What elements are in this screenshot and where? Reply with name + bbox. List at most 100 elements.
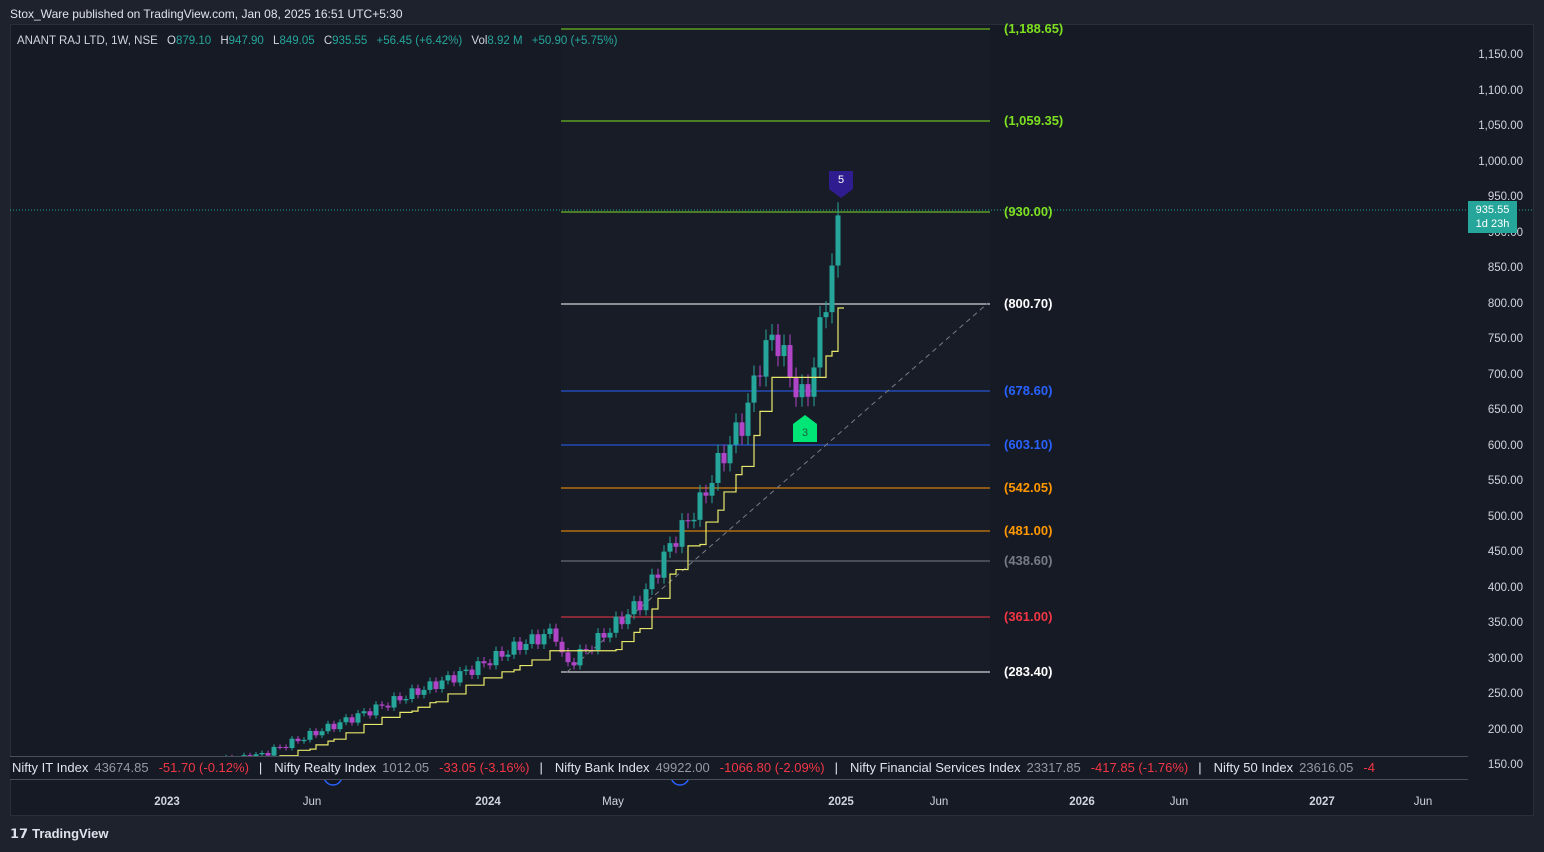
- ticker-symbol-name[interactable]: Nifty Bank Index: [554, 760, 650, 775]
- candle-body: [373, 704, 379, 716]
- candle-body: [697, 492, 703, 520]
- ticker-symbol-change: -1066.80 (-2.09%): [719, 760, 825, 775]
- fib-level-label: (283.40): [1004, 664, 1053, 679]
- candle-body: [337, 722, 343, 730]
- ticker-separator: |: [834, 760, 838, 775]
- candlestick-series: [157, 202, 841, 774]
- candle-body: [775, 334, 781, 357]
- ticker-separator: |: [539, 760, 543, 775]
- candle-body: [811, 367, 817, 397]
- wave-3-marker: 3: [793, 415, 817, 442]
- price-axis-label: 500.00: [1487, 510, 1523, 523]
- wave-5-label: 5: [838, 174, 844, 186]
- candle-body: [343, 717, 349, 723]
- candle-body: [661, 551, 667, 578]
- ticker-symbol-name[interactable]: Nifty IT Index: [12, 760, 89, 775]
- candle-body: [397, 696, 403, 701]
- time-axis-label: Jun: [1169, 796, 1189, 808]
- ticker-symbol-name[interactable]: Nifty Financial Services Index: [849, 760, 1021, 775]
- candle-body: [559, 641, 565, 653]
- legend-volume-change: +50.90 (+5.75%): [531, 35, 618, 47]
- fib-level-label: (1,059.35): [1004, 113, 1064, 128]
- candle-body: [769, 334, 775, 341]
- fib-level-label: (603.10): [1004, 437, 1053, 452]
- price-axis-label: 700.00: [1487, 368, 1523, 381]
- price-axis-label: 1,150.00: [1478, 49, 1523, 61]
- candle-body: [511, 641, 517, 655]
- ticker-symbol-change: -4: [1363, 760, 1375, 775]
- candle-body: [421, 689, 427, 695]
- price-axis-label: 750.00: [1487, 333, 1523, 345]
- candle-body: [427, 681, 433, 690]
- candle-body: [643, 589, 649, 611]
- candle-body: [721, 452, 727, 464]
- price-axis-label: 200.00: [1487, 723, 1523, 736]
- fib-level-label: (361.00): [1004, 609, 1053, 624]
- candle-body: [307, 730, 313, 740]
- candle-body: [703, 492, 709, 496]
- time-axis-label: Jun: [929, 796, 949, 808]
- candle-body: [817, 317, 823, 368]
- candle-body: [595, 633, 601, 650]
- candle-body: [457, 671, 463, 683]
- ticker-symbol-change: -33.05 (-3.16%): [439, 760, 530, 775]
- time-axis-label: 2027: [1309, 796, 1335, 808]
- ticker-symbol-value: 23317.85: [1026, 760, 1081, 775]
- price-axis-label: 650.00: [1487, 404, 1523, 416]
- candle-body: [751, 375, 757, 403]
- candle-body: [601, 633, 607, 638]
- candle-body: [403, 698, 409, 701]
- candle-body: [571, 662, 577, 666]
- candle-body: [505, 654, 511, 657]
- price-axis-label: 350.00: [1487, 617, 1523, 629]
- candle-body: [667, 543, 673, 552]
- candle-body: [523, 643, 529, 651]
- time-axis-label: 2025: [828, 796, 854, 808]
- candle-body: [439, 680, 445, 689]
- candle-body: [787, 345, 793, 378]
- candle-body: [499, 650, 505, 657]
- candle-body: [283, 746, 289, 749]
- tradingview-logo-icon: 𝟭𝟳: [10, 826, 29, 841]
- fib-retracement-lines: [561, 28, 990, 673]
- candle-body: [409, 688, 415, 699]
- legend-low: 849.05: [279, 35, 315, 47]
- price-axis-label: 1,050.00: [1478, 120, 1523, 132]
- candle-body: [379, 704, 385, 706]
- legend-close: 935.55: [332, 35, 368, 47]
- candle-body: [301, 739, 307, 742]
- ticker-tape[interactable]: Nifty IT Index 43674.85 -51.70 (-0.12%) | Ni…: [10, 756, 1468, 780]
- candle-body: [655, 574, 661, 578]
- candle-body: [319, 731, 325, 736]
- candle-body: [631, 601, 637, 615]
- candle-body: [349, 717, 355, 723]
- fib-level-label: (1,188.65): [1004, 21, 1064, 36]
- ticker-symbol-value: 43674.85: [94, 760, 149, 775]
- candle-body: [565, 652, 571, 663]
- ticker-symbol-change: -417.85 (-1.76%): [1090, 760, 1189, 775]
- time-axis-label: Jun: [302, 796, 322, 808]
- price-axis-label: 1,100.00: [1478, 84, 1523, 97]
- candle-body: [271, 746, 277, 756]
- candle-body: [313, 730, 319, 736]
- legend-volume: 8.92 M: [487, 35, 523, 47]
- candle-body: [529, 634, 535, 644]
- candle-body: [577, 649, 583, 666]
- candle-body: [829, 265, 835, 313]
- tradingview-brand[interactable]: 𝟭𝟳 TradingView: [10, 826, 109, 841]
- ticker-symbol-name[interactable]: Nifty Realty Index: [274, 760, 377, 775]
- candle-body: [475, 661, 481, 676]
- ticker-symbol-change: -51.70 (-0.12%): [158, 760, 249, 775]
- time-axis-label: 2024: [475, 796, 501, 808]
- legend-open: 879.10: [175, 35, 212, 47]
- candle-body: [463, 669, 469, 672]
- price-axis-label: 600.00: [1487, 439, 1523, 452]
- ticker-symbol-name[interactable]: Nifty 50 Index: [1213, 760, 1294, 775]
- time-axis-label: May: [602, 796, 624, 808]
- candle-body: [433, 681, 439, 689]
- candle-body: [607, 632, 613, 638]
- candle-body: [715, 452, 721, 483]
- bar-countdown: 1d 23h: [1475, 218, 1510, 230]
- candle-body: [325, 723, 331, 732]
